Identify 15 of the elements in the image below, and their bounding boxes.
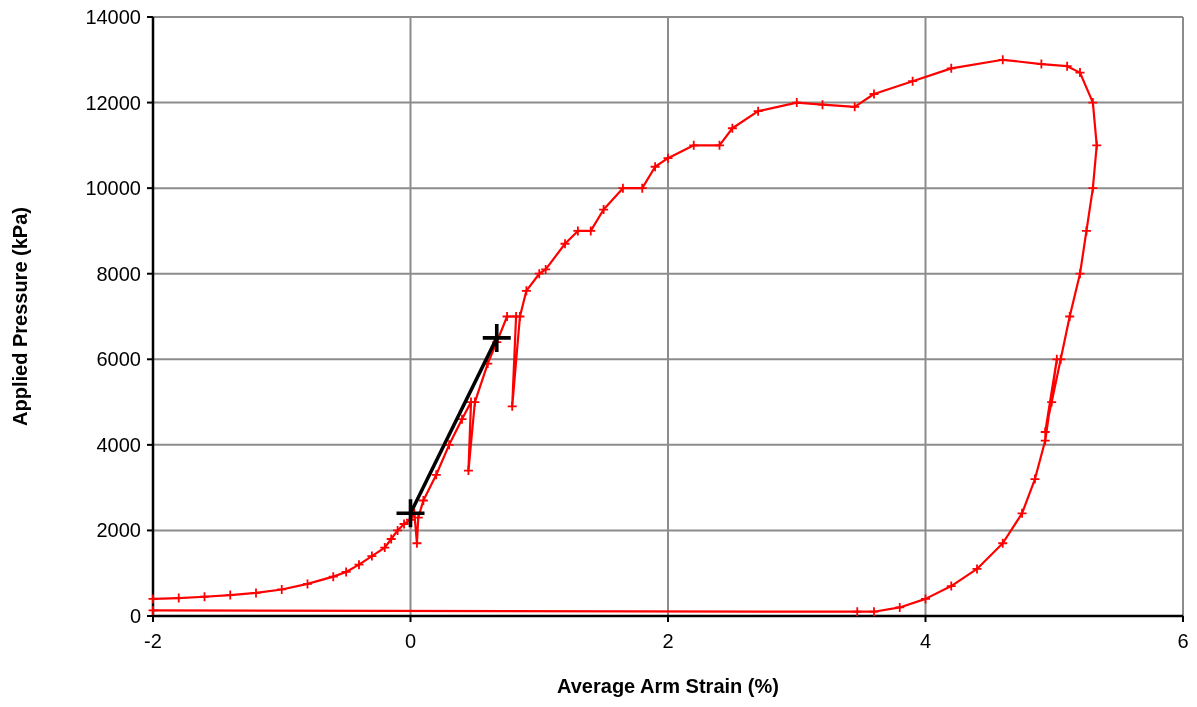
y-tick-label: 2000 bbox=[96, 519, 141, 542]
y-tick-label: 0 bbox=[129, 605, 141, 627]
x-tick-label: 2 bbox=[662, 630, 674, 652]
x-tick-label: 6 bbox=[1177, 630, 1189, 652]
y-tick-label: 6000 bbox=[96, 348, 141, 371]
y-tick-label: 14000 bbox=[85, 6, 141, 28]
x-tick-label: -2 bbox=[144, 630, 162, 652]
y-tick-label: 12000 bbox=[85, 91, 141, 114]
x-tick-label: 4 bbox=[919, 630, 932, 652]
y-tick-label: 10000 bbox=[85, 177, 141, 200]
x-axis-title: Average Arm Strain (%) bbox=[557, 675, 779, 697]
y-axis-title: Applied Pressure (kPa) bbox=[9, 207, 31, 426]
x-tick-label: 0 bbox=[404, 630, 417, 652]
y-tick-label: 4000 bbox=[96, 433, 141, 456]
y-tick-label: 8000 bbox=[96, 262, 141, 285]
